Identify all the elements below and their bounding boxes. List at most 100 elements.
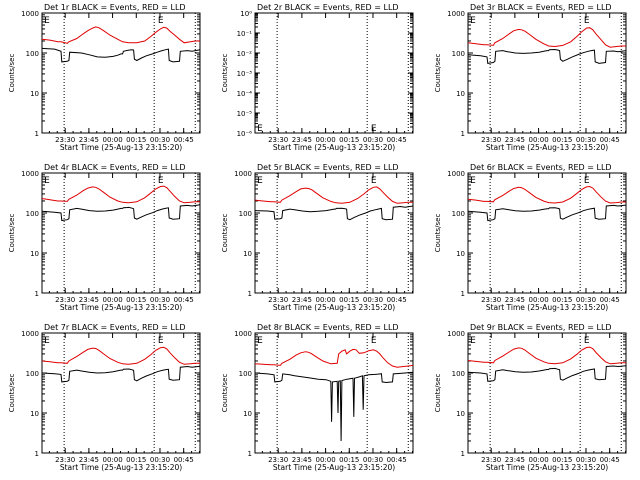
- y-tick-label: 1: [461, 290, 465, 298]
- y-axis-label: Counts/sec: [221, 374, 229, 413]
- x-tick-label: 23:30: [55, 456, 75, 464]
- x-tick-label: 00:30: [576, 456, 596, 464]
- y-tick-label: 1000: [21, 170, 39, 178]
- x-tick-label: 23:30: [268, 456, 288, 464]
- y-axis-label: Counts/sec: [8, 374, 16, 413]
- panel-title: Det 4r BLACK = Events, RED = LLD: [44, 163, 186, 172]
- y-axis-label: Counts/sec: [8, 54, 16, 93]
- event-marker-label: E: [44, 336, 50, 346]
- panel-5: Det 5r BLACK = Events, RED = LLD 1 10 100 10…: [221, 163, 414, 312]
- x-tick-label: 23:45: [79, 456, 99, 464]
- x-axis-label: Start Time (25-Aug-13 23:15:20): [60, 143, 182, 152]
- x-tick-label: 23:45: [79, 136, 99, 144]
- y-tick-label: 1: [248, 450, 252, 458]
- x-tick-label: 23:30: [481, 136, 501, 144]
- x-tick-label: 00:30: [363, 296, 383, 304]
- x-tick-label: 00:15: [126, 136, 146, 144]
- x-tick-label: 00:45: [600, 456, 620, 464]
- panel-8: Det 8r BLACK = Events, RED = LLD 1 10 100 10…: [221, 323, 414, 472]
- y-tick-label: 10: [30, 90, 39, 98]
- panel-1: Det 1r BLACK = Events, RED = LLD 1 10 100 10…: [8, 3, 201, 152]
- plot-frame: [41, 172, 201, 294]
- x-tick-label: 00:15: [339, 456, 359, 464]
- x-tick-label: 23:45: [292, 456, 312, 464]
- x-tick-label: 00:30: [363, 136, 383, 144]
- x-tick-label: 00:00: [528, 136, 548, 144]
- event-marker-label: E: [584, 336, 590, 346]
- x-axis-label: Start Time (25-Aug-13 23:15:20): [60, 303, 182, 312]
- event-marker-label: E: [158, 176, 164, 186]
- x-tick-label: 00:30: [150, 296, 170, 304]
- x-tick-label: 00:00: [102, 456, 122, 464]
- event-marker-label: E: [584, 176, 590, 186]
- y-axis-label: Counts/sec: [221, 54, 229, 93]
- x-tick-label: 00:30: [150, 456, 170, 464]
- series-line-lld: [41, 26, 200, 44]
- y-tick-label: 10: [456, 90, 465, 98]
- x-tick-label: 23:30: [268, 296, 288, 304]
- event-marker-label: E: [158, 336, 164, 346]
- y-tick-label: 1000: [447, 10, 465, 18]
- plot-frame: [254, 172, 414, 294]
- x-tick-label: 00:45: [600, 136, 620, 144]
- event-marker-label: E: [470, 176, 476, 186]
- plot-frame: [41, 332, 201, 454]
- x-axis-label: Start Time (25-Aug-13 23:15:20): [273, 463, 395, 472]
- panel-2: Det 2r BLACK = Events, RED = LLD 10⁻⁶ 10⁻⁵…: [221, 3, 414, 152]
- y-tick-label: 10: [456, 250, 465, 258]
- y-tick-label: 10⁻²: [237, 50, 253, 58]
- x-tick-label: 00:45: [174, 456, 194, 464]
- event-marker-label: E: [470, 336, 476, 346]
- x-tick-label: 00:15: [126, 296, 146, 304]
- y-tick-label: 10: [30, 250, 39, 258]
- y-axis-label: Counts/sec: [434, 54, 442, 93]
- x-tick-label: 00:00: [102, 296, 122, 304]
- y-axis-label: Counts/sec: [8, 214, 16, 253]
- panel-title: Det 8r BLACK = Events, RED = LLD: [257, 323, 399, 332]
- x-tick-label: 00:15: [339, 136, 359, 144]
- y-tick-label: 10: [243, 250, 252, 258]
- x-tick-label: 00:00: [528, 456, 548, 464]
- y-tick-label: 100: [26, 370, 39, 378]
- y-tick-label: 1: [35, 450, 39, 458]
- y-tick-label: 10⁰: [240, 10, 252, 18]
- series-line-lld: [254, 348, 414, 368]
- y-tick-label: 1: [248, 290, 252, 298]
- plot-frame: [467, 172, 627, 294]
- y-tick-label: 100: [452, 210, 465, 218]
- y-tick-label: 10⁻¹: [237, 30, 253, 38]
- x-tick-label: 23:45: [79, 296, 99, 304]
- series-line-lld: [467, 185, 626, 204]
- y-tick-label: 10⁻⁶: [237, 130, 253, 138]
- y-tick-label: 1000: [447, 170, 465, 178]
- panel-4: Det 4r BLACK = Events, RED = LLD 1 10 100 10…: [8, 163, 201, 312]
- y-tick-label: 100: [452, 370, 465, 378]
- x-tick-label: 00:15: [339, 296, 359, 304]
- panel-title: Det 2r BLACK = Events, RED = LLD: [257, 3, 399, 12]
- event-marker-label: E: [371, 336, 377, 346]
- x-tick-label: 23:45: [505, 136, 525, 144]
- x-tick-label: 23:30: [481, 456, 501, 464]
- panel-title: Det 1r BLACK = Events, RED = LLD: [44, 3, 186, 12]
- x-tick-label: 00:00: [528, 296, 548, 304]
- x-tick-label: 00:15: [552, 456, 572, 464]
- series-line-events: [41, 365, 201, 383]
- series-line-events: [41, 204, 201, 222]
- plot-frame: [467, 12, 627, 134]
- x-tick-label: 00:45: [387, 296, 407, 304]
- y-tick-label: 100: [26, 50, 39, 58]
- x-tick-label: 00:45: [174, 136, 194, 144]
- y-tick-label: 10: [243, 410, 252, 418]
- event-marker-label: E: [257, 176, 263, 186]
- x-axis-label: Start Time (25-Aug-13 23:15:20): [60, 463, 182, 472]
- series-line-lld: [467, 346, 626, 365]
- x-tick-label: 23:45: [505, 456, 525, 464]
- panel-3: Det 3r BLACK = Events, RED = LLD 1 10 100 10…: [434, 3, 627, 152]
- x-tick-label: 00:00: [315, 296, 335, 304]
- series-line-events: [41, 47, 201, 63]
- x-tick-label: 23:30: [55, 296, 75, 304]
- event-marker-label: E: [44, 176, 50, 186]
- x-axis-label: Start Time (25-Aug-13 23:15:20): [273, 303, 395, 312]
- x-tick-label: 00:45: [387, 456, 407, 464]
- y-tick-label: 1000: [234, 330, 252, 338]
